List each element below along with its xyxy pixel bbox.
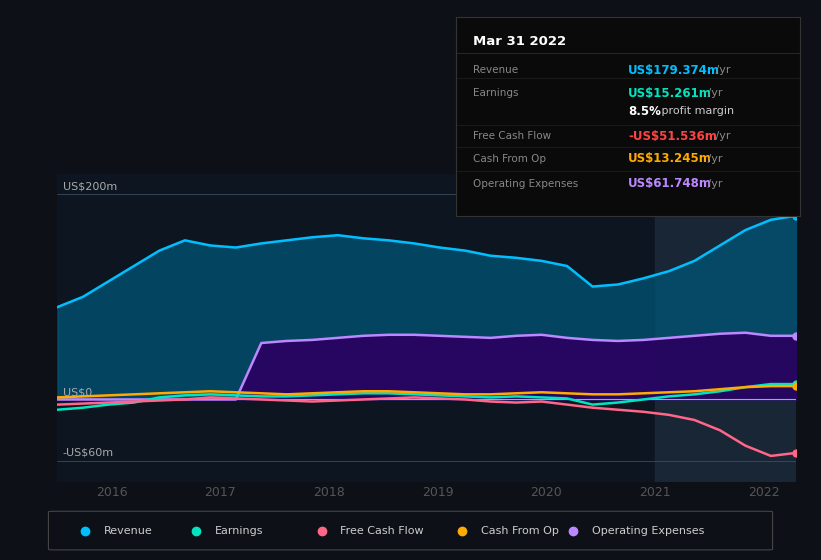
Text: /yr: /yr (712, 131, 730, 141)
Text: Revenue: Revenue (473, 66, 518, 76)
Text: US$179.374m: US$179.374m (628, 64, 720, 77)
Text: /yr: /yr (704, 88, 722, 99)
Text: Cash From Op: Cash From Op (481, 526, 558, 535)
Text: -US$51.536m: -US$51.536m (628, 129, 717, 143)
Text: -US$60m: -US$60m (63, 448, 114, 458)
Text: /yr: /yr (712, 66, 730, 76)
Text: US$200m: US$200m (63, 181, 117, 191)
Text: Free Cash Flow: Free Cash Flow (341, 526, 424, 535)
Text: /yr: /yr (704, 154, 722, 164)
Text: Free Cash Flow: Free Cash Flow (473, 131, 551, 141)
Text: profit margin: profit margin (658, 106, 735, 116)
Text: 8.5%: 8.5% (628, 105, 661, 118)
Text: Revenue: Revenue (103, 526, 153, 535)
Text: Cash From Op: Cash From Op (473, 154, 546, 164)
Text: Operating Expenses: Operating Expenses (473, 179, 578, 189)
Text: Operating Expenses: Operating Expenses (591, 526, 704, 535)
Bar (655, 174, 802, 482)
Text: Earnings: Earnings (215, 526, 264, 535)
Text: Earnings: Earnings (473, 88, 518, 99)
Text: US$0: US$0 (63, 388, 92, 398)
Text: /yr: /yr (704, 179, 722, 189)
FancyBboxPatch shape (48, 511, 773, 550)
Text: US$61.748m: US$61.748m (628, 178, 712, 190)
Text: US$13.245m: US$13.245m (628, 152, 712, 165)
Text: US$15.261m: US$15.261m (628, 87, 712, 100)
Text: Mar 31 2022: Mar 31 2022 (473, 35, 566, 48)
